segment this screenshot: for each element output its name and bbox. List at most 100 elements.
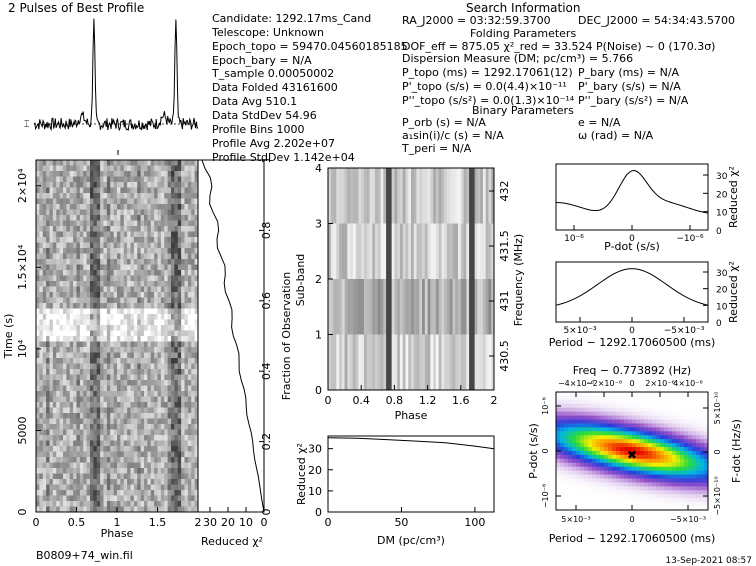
heatmap-cell — [42, 248, 47, 254]
heatmap-cell — [154, 264, 158, 271]
heatmap-cell — [90, 462, 94, 469]
heatmap-cell — [66, 424, 71, 430]
heatmap-cell — [103, 424, 108, 430]
heatmap-cell — [164, 479, 169, 485]
period-pdot-cell — [668, 462, 673, 468]
subband-cell — [388, 223, 393, 280]
heatmap-cell — [66, 506, 71, 513]
heatmap-cell — [59, 319, 64, 326]
heatmap-cell — [96, 182, 101, 188]
heatmap-cell — [117, 413, 121, 419]
heatmap-cell — [90, 308, 94, 315]
heatmap-cell — [73, 314, 77, 320]
heatmap-cell — [56, 330, 61, 337]
subband-cell — [386, 279, 390, 335]
period-pdot-cell — [704, 411, 708, 417]
heatmap-cell — [93, 429, 98, 436]
subband-cell — [469, 279, 473, 335]
heatmap-cell — [93, 363, 98, 370]
heatmap-cell — [86, 440, 91, 447]
subband-cell — [446, 279, 451, 335]
heatmap-cell — [167, 330, 172, 337]
period-pdot-cell — [648, 399, 653, 405]
period-pdot-cell — [688, 439, 693, 444]
heatmap-cell — [164, 435, 169, 441]
heatmap-cell — [147, 297, 152, 304]
period-pdot-cell — [684, 435, 689, 440]
period-pdot-cell — [588, 482, 593, 487]
heatmap-cell — [90, 209, 94, 216]
subband-cell — [339, 334, 343, 391]
period-pdot-cell — [564, 431, 569, 436]
heatmap-cell — [154, 468, 158, 474]
heatmap-cell — [100, 176, 104, 183]
heatmap-cell — [167, 363, 172, 370]
period-pdot-cell — [620, 435, 625, 440]
heatmap-cell — [177, 171, 182, 177]
heatmap-cell — [150, 402, 155, 408]
heatmap-cell — [191, 292, 196, 298]
period-pdot-cell — [592, 447, 597, 452]
heatmap-cell — [96, 171, 101, 177]
heatmap-cell — [113, 363, 118, 370]
period-pdot-cell — [700, 439, 705, 444]
heatmap-cell — [90, 451, 94, 458]
period-pdot-cell — [700, 451, 705, 456]
heatmap-cell — [46, 330, 50, 337]
heatmap-cell — [49, 209, 54, 216]
period-pdot-cell — [564, 502, 569, 507]
heatmap-cell — [59, 358, 64, 364]
period-pdot-cell — [560, 443, 565, 448]
heatmap-cell — [167, 341, 172, 348]
period-pdot-cell — [656, 490, 661, 495]
heatmap-cell — [103, 396, 108, 403]
heatmap-cell — [127, 242, 131, 249]
heatmap-cell — [120, 451, 125, 458]
heatmap-cell — [76, 495, 81, 502]
heatmap-cell — [73, 435, 77, 441]
heatmap-cell — [86, 506, 91, 513]
period-pdot-cell — [648, 466, 653, 472]
heatmap-cell — [76, 226, 81, 232]
subband-cell — [455, 334, 459, 391]
period-pdot-cell — [672, 395, 677, 401]
heatmap-cell — [117, 358, 121, 364]
period-pdot-cell — [676, 451, 681, 456]
period-pdot-cell — [636, 395, 641, 401]
heatmap-cell — [52, 182, 57, 188]
heatmap-cell — [150, 215, 155, 221]
heatmap-cell — [36, 369, 40, 375]
subband-cell — [350, 223, 354, 280]
tick-label: 5×10⁻³ — [563, 326, 596, 336]
heatmap-cell — [147, 248, 152, 254]
heatmap-cell — [39, 187, 44, 194]
heatmap-cell — [86, 325, 91, 331]
heatmap-cell — [79, 292, 84, 298]
heatmap-cell — [49, 242, 54, 249]
best-fit-cross-icon: ✖ — [627, 448, 637, 462]
heatmap-cell — [63, 468, 67, 474]
heatmap-cell — [56, 429, 61, 436]
period-pdot-cell — [628, 447, 633, 452]
heatmap-cell — [86, 259, 91, 265]
heatmap-cell — [103, 182, 108, 188]
heatmap-cell — [36, 468, 40, 474]
period-pdot-cell — [588, 506, 593, 510]
heatmap-cell — [113, 248, 118, 254]
heatmap-cell — [83, 193, 88, 199]
period-pdot-cell — [556, 506, 561, 510]
heatmap-cell — [120, 446, 125, 452]
heatmap-cell — [110, 330, 115, 337]
subband-cell — [402, 223, 406, 280]
heatmap-cell — [46, 286, 50, 293]
heatmap-cell — [93, 479, 98, 485]
heatmap-cell — [69, 490, 74, 496]
heatmap-cell — [133, 385, 138, 392]
period-pdot-cell — [596, 392, 601, 397]
heatmap-cell — [42, 347, 47, 353]
heatmap-cell — [174, 204, 179, 210]
heatmap-cell — [110, 402, 115, 408]
heatmap-cell — [123, 182, 128, 188]
heatmap-cell — [167, 292, 172, 298]
heatmap-cell — [177, 275, 182, 282]
